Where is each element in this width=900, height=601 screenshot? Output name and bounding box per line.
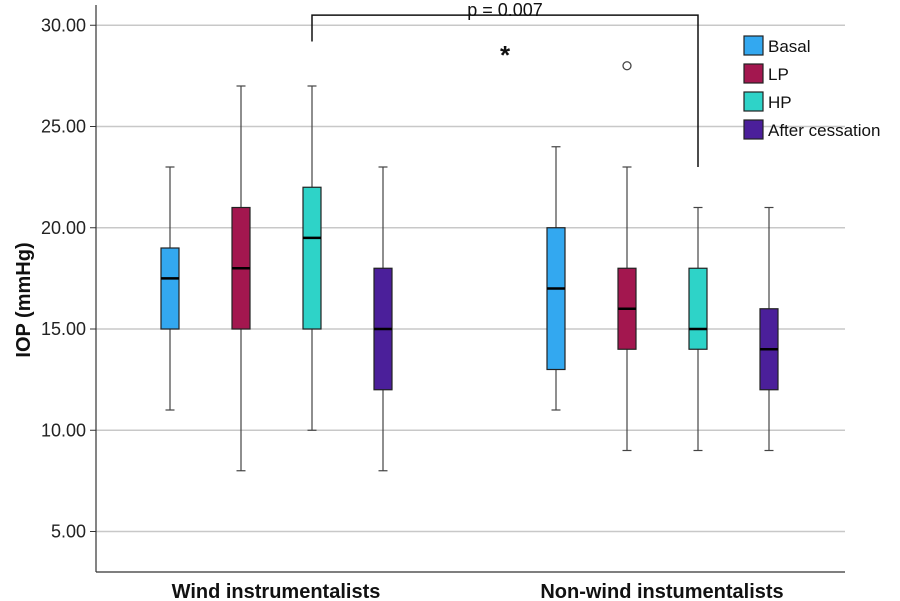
- box-lp-1: [617, 61, 637, 452]
- legend-entry-hp: HP: [743, 91, 792, 112]
- legend-label: LP: [768, 65, 789, 84]
- box-after-cessation-1: [759, 206, 779, 452]
- legend-swatch: [743, 119, 764, 140]
- legend-swatch: [743, 63, 764, 84]
- box-hp-1: [688, 206, 708, 452]
- outlier-point-0: [622, 61, 632, 71]
- legend-entry-after-cessation: After cessation: [743, 119, 880, 140]
- y-tick-label-2: 15.00: [41, 319, 86, 339]
- legend-label: HP: [768, 93, 792, 112]
- box-basal-0: [160, 166, 180, 411]
- significance-star: *: [500, 40, 511, 70]
- legend: Basal LP HP After cessation: [743, 35, 880, 140]
- legend-swatch: [743, 35, 764, 56]
- legend-label: Basal: [768, 37, 811, 56]
- legend-entry-lp: LP: [743, 63, 789, 84]
- significance-annotation: p = 0.007 *: [311, 0, 699, 167]
- gridlines: [96, 24, 845, 533]
- box-body: [546, 227, 566, 371]
- x-category-label-0: Wind instrumentalists: [172, 581, 381, 601]
- box-hp-0: [302, 85, 322, 431]
- box-lp-0: [231, 85, 251, 472]
- box-body: [302, 186, 322, 330]
- y-tick-label-3: 20.00: [41, 218, 86, 238]
- box-after-cessation-0: [373, 166, 393, 472]
- y-axis-title: IOP (mmHg): [13, 242, 35, 357]
- legend-entry-basal: Basal: [743, 35, 811, 56]
- y-axis: 5.00 10.00 15.00 20.00 25.00 30.00 Wind instru…: [41, 5, 845, 601]
- box-body: [688, 267, 708, 350]
- x-category-label-1: Non-wind instumentalists: [540, 581, 783, 601]
- y-tick-label-5: 30.00: [41, 15, 86, 35]
- box-body: [160, 247, 180, 330]
- p-value-label: p = 0.007: [467, 0, 543, 20]
- box-series: [160, 61, 779, 472]
- box-basal-1: [546, 146, 566, 411]
- y-tick-label-1: 10.00: [41, 420, 86, 440]
- y-tick-label-4: 25.00: [41, 117, 86, 137]
- y-tick-label-0: 5.00: [51, 522, 86, 542]
- legend-label: After cessation: [768, 121, 880, 140]
- significance-bracket: [311, 14, 699, 167]
- legend-swatch: [743, 91, 764, 112]
